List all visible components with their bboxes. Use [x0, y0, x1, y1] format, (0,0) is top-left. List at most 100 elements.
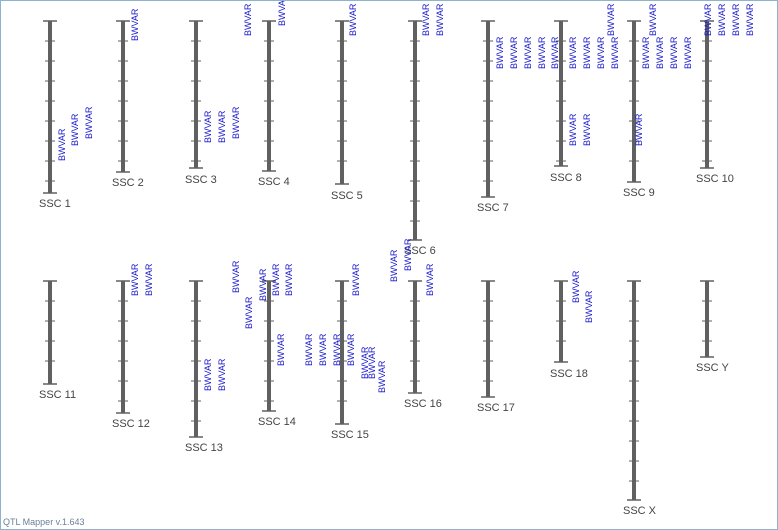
qtl-label[interactable]: BWVAR: [648, 3, 658, 36]
qtl-label[interactable]: BWVAR: [669, 36, 679, 69]
chromosome-bar: [194, 21, 198, 168]
qtl-label[interactable]: BWVAR: [244, 296, 254, 329]
qtl-label[interactable]: BWVAR: [509, 36, 519, 69]
chromosome-bar: [486, 21, 490, 197]
chromosome-ssc-6[interactable]: SSC 6 BWVAR BWVAR: [404, 3, 445, 257]
qtl-label[interactable]: BWVAR: [360, 346, 370, 379]
chromosome-bar: [413, 21, 417, 240]
qtl-label[interactable]: BWVAR: [284, 263, 294, 296]
qtl-label[interactable]: BWVAR: [425, 263, 435, 296]
qtl-label[interactable]: BWVAR: [641, 36, 651, 69]
chromosome-label: SSC 16: [404, 398, 442, 410]
qtl-label[interactable]: BWVAR: [495, 36, 505, 69]
chromosome-bar: [340, 281, 344, 424]
qtl-label[interactable]: BWVAR: [610, 36, 620, 69]
qtl-label[interactable]: BWVAR: [568, 113, 578, 146]
qtl-label[interactable]: BWVAR: [403, 238, 413, 271]
chromosome-bar: [340, 21, 344, 184]
qtl-label[interactable]: BWVAR: [731, 3, 741, 36]
qtl-label[interactable]: BWVAR: [144, 263, 154, 296]
qtl-label[interactable]: BWVAR: [332, 333, 342, 366]
qtl-label[interactable]: BWVAR: [318, 333, 328, 366]
chromosome-ssc-10[interactable]: SSC 10 BWVAR BWVAR BWVAR BWVAR: [696, 3, 755, 185]
qtl-label[interactable]: BWVAR: [351, 263, 361, 296]
qtl-label[interactable]: BWVAR: [258, 268, 268, 301]
chromosome-bar: [632, 281, 636, 500]
qtl-label[interactable]: BWVAR: [584, 290, 594, 323]
chromosome-label: SSC 4: [258, 176, 290, 188]
chromosome-bar: [705, 21, 709, 168]
qtl-label[interactable]: BWVAR: [523, 36, 533, 69]
qtl-label[interactable]: BWVAR: [537, 36, 547, 69]
qtl-label[interactable]: BWVAR: [389, 249, 399, 282]
chromosome-label: SSC 15: [331, 429, 369, 441]
qtl-label[interactable]: BWVAR: [550, 36, 560, 69]
qtl-label[interactable]: BWVAR: [57, 128, 67, 161]
qtl-label[interactable]: BWVAR: [606, 3, 616, 36]
chromosome-label: SSC 3: [185, 174, 217, 186]
chromosome-ssc-17[interactable]: SSC 17: [477, 280, 515, 414]
chromosome-bar: [705, 281, 709, 357]
qtl-label[interactable]: BWVAR: [70, 113, 80, 146]
qtl-label[interactable]: BWVAR: [217, 110, 227, 143]
qtl-label[interactable]: BWVAR: [277, 1, 287, 26]
qtl-label[interactable]: BWVAR: [582, 113, 592, 146]
version-label: QTL Mapper v.1.643: [3, 517, 85, 527]
qtl-label[interactable]: BWVAR: [84, 106, 94, 139]
qtl-label[interactable]: BWVAR: [203, 110, 213, 143]
qtl-label[interactable]: BWVAR: [596, 36, 606, 69]
qtl-label[interactable]: BWVAR: [276, 333, 286, 366]
chromosome-ssc-4[interactable]: SSC 4 BWVAR BWVAR: [243, 1, 290, 188]
qtl-label[interactable]: BWVAR: [745, 3, 755, 36]
qtl-label[interactable]: BWVAR: [683, 36, 693, 69]
qtl-label[interactable]: BWVAR: [271, 263, 281, 296]
chromosome-ssc-2[interactable]: SSC 2 BWVAR: [112, 8, 144, 189]
qtl-label[interactable]: BWVAR: [346, 333, 356, 366]
qtl-label[interactable]: BWVAR: [367, 346, 377, 379]
qtl-label[interactable]: BWVAR: [634, 113, 644, 146]
chromosome-bar: [267, 281, 271, 411]
qtl-label[interactable]: BWVAR: [217, 358, 227, 391]
qtl-label[interactable]: BWVAR: [130, 8, 140, 41]
qtl-label[interactable]: BWVAR: [203, 358, 213, 391]
chromosome-ssc-11[interactable]: SSC 11: [39, 280, 76, 401]
chromosome-ssc-x[interactable]: SSC X: [623, 280, 657, 517]
qtl-label[interactable]: BWVAR: [243, 3, 253, 36]
chromosome-bar: [486, 281, 490, 397]
qtl-label[interactable]: BWVAR: [703, 3, 713, 36]
qtl-label[interactable]: BWVAR: [304, 333, 314, 366]
chromosome-label: SSC 5: [331, 190, 363, 202]
chromosome-label: SSC 10: [696, 173, 734, 185]
qtl-label[interactable]: BWVAR: [231, 260, 241, 293]
chromosome-bar: [48, 281, 52, 384]
chromosome-ssc-13[interactable]: SSC 13 BWVAR BWVAR BWVAR: [185, 260, 241, 454]
qtl-label[interactable]: BWVAR: [421, 3, 431, 36]
qtl-label[interactable]: BWVAR: [348, 3, 358, 36]
chromosome-label: SSC 14: [258, 416, 296, 428]
qtl-label[interactable]: BWVAR: [582, 36, 592, 69]
chromosome-label: SSC 6: [404, 245, 436, 257]
chromosome-ssc-5[interactable]: SSC 5 BWVAR: [331, 3, 363, 202]
qtl-label[interactable]: BWVAR: [568, 36, 578, 69]
chromosome-ssc-y[interactable]: SSC Y: [696, 280, 729, 374]
chromosome-bar: [194, 281, 198, 437]
qtl-label[interactable]: BWVAR: [435, 3, 445, 36]
qtl-label[interactable]: BWVAR: [231, 106, 241, 139]
qtl-label[interactable]: BWVAR: [130, 263, 140, 296]
qtl-label[interactable]: BWVAR: [655, 36, 665, 69]
chromosome-ssc-16[interactable]: SSC 16 BWVAR BWVAR BWVAR: [389, 238, 442, 410]
qtl-label[interactable]: BWVAR: [377, 360, 387, 393]
chromosome-ssc-12[interactable]: SSC 12 BWVAR BWVAR: [112, 263, 154, 430]
qtl-label[interactable]: BWVAR: [717, 3, 727, 36]
qtl-label[interactable]: BWVAR: [571, 270, 581, 303]
chromosome-ssc-3[interactable]: SSC 3 BWVAR BWVAR BWVAR: [185, 20, 241, 186]
